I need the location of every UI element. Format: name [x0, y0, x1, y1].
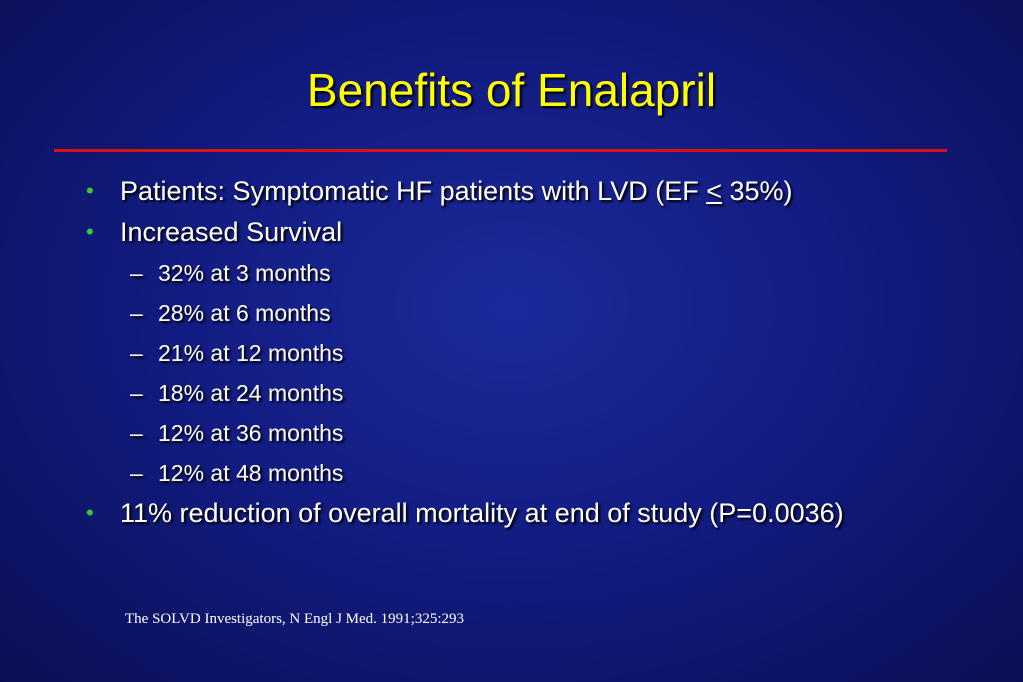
bullet-item-mortality: • 11% reduction of overall mortality at …	[86, 497, 986, 529]
bullet-list: • Patients: Symptomatic HF patients with…	[86, 175, 986, 538]
bullet-text-end: 35%)	[721, 176, 793, 206]
bullet-text: Increased Survival	[120, 217, 343, 247]
bullet-icon: •	[86, 178, 94, 203]
bullet-item-patients: • Patients: Symptomatic HF patients with…	[86, 175, 986, 207]
sub-bullet-item: – 12% at 48 months	[86, 457, 986, 489]
sub-bullet-item: – 21% at 12 months	[86, 337, 986, 369]
less-equal-symbol: <	[706, 176, 722, 206]
citation: The SOLVD Investigators, N Engl J Med. 1…	[125, 611, 465, 627]
bullet-text: 11% reduction of overall mortality at en…	[120, 498, 844, 528]
bullet-icon: •	[86, 219, 94, 244]
dash-icon: –	[130, 460, 143, 486]
sub-bullet-text: 12% at 48 months	[158, 460, 344, 486]
sub-bullet-item: – 18% at 24 months	[86, 377, 986, 409]
bullet-icon: •	[86, 500, 94, 525]
sub-bullet-item: – 12% at 36 months	[86, 417, 986, 449]
dash-icon: –	[130, 260, 143, 286]
slide-title: Benefits of Enalapril	[306, 64, 717, 116]
sub-bullet-text: 21% at 12 months	[158, 340, 344, 366]
bullet-item-survival: • Increased Survival	[86, 216, 986, 248]
title-divider	[54, 149, 947, 152]
bullet-text: Patients: Symptomatic HF patients with L…	[120, 176, 707, 206]
dash-icon: –	[130, 300, 143, 326]
dash-icon: –	[130, 420, 143, 446]
dash-icon: –	[130, 340, 143, 366]
sub-bullet-text: 12% at 36 months	[158, 420, 344, 446]
sub-bullet-item: – 28% at 6 months	[86, 297, 986, 329]
sub-bullet-text: 28% at 6 months	[158, 300, 331, 326]
sub-bullet-text: 18% at 24 months	[158, 380, 344, 406]
dash-icon: –	[130, 380, 143, 406]
sub-bullet-item: – 32% at 3 months	[86, 257, 986, 289]
sub-bullet-text: 32% at 3 months	[158, 260, 331, 286]
